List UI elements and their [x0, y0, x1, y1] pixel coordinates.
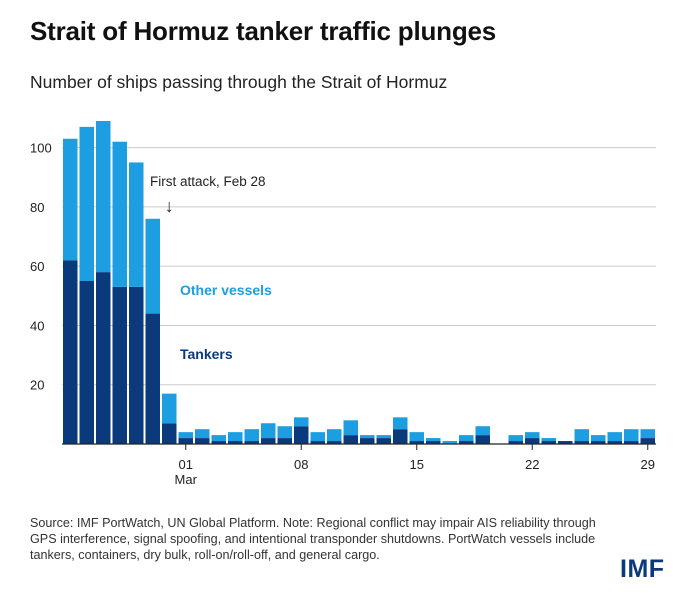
- bar-other-vessels: [426, 438, 441, 442]
- y-tick-label: 20: [30, 378, 44, 393]
- bar-tankers: [360, 438, 375, 444]
- chart-title: Strait of Hormuz tanker traffic plunges: [30, 16, 497, 46]
- y-tick-label: 40: [30, 318, 44, 333]
- bar-other-vessels: [195, 429, 210, 439]
- bar-tankers: [624, 441, 639, 444]
- x-tick-label: 29: [641, 457, 655, 472]
- bar-tankers: [541, 441, 556, 444]
- bar-other-vessels: [409, 432, 424, 442]
- bar-other-vessels: [541, 438, 556, 442]
- bar-tankers: [145, 313, 160, 444]
- bar-tankers: [558, 441, 573, 444]
- bar-other-vessels: [376, 435, 391, 439]
- bar-other-vessels: [261, 423, 276, 439]
- bar-tankers: [244, 441, 259, 444]
- bar-tankers: [211, 441, 226, 444]
- bar-other-vessels: [129, 162, 144, 287]
- bar-other-vessels: [607, 432, 622, 442]
- bar-other-vessels: [343, 420, 358, 436]
- x-tick-sublabel: Mar: [175, 472, 198, 487]
- bar-tankers: [277, 438, 292, 444]
- annotation-arrow: ↓: [165, 196, 174, 216]
- bar-tankers: [574, 441, 589, 444]
- bar-other-vessels: [244, 429, 259, 442]
- x-tick-label: 22: [525, 457, 539, 472]
- bar-other-vessels: [459, 435, 474, 442]
- bar-other-vessels: [63, 138, 78, 261]
- bar-other-vessels: [277, 426, 292, 439]
- bar-other-vessels: [475, 426, 490, 436]
- chart-subtitle: Number of ships passing through the Stra…: [30, 72, 448, 92]
- bar-tankers: [607, 441, 622, 444]
- bar-other-vessels: [624, 429, 639, 442]
- bar-tankers: [393, 429, 408, 444]
- source-note: Source: IMF PortWatch, UN Global Platfor…: [30, 516, 596, 562]
- bar-other-vessels: [508, 435, 523, 442]
- bar-tankers: [525, 438, 540, 444]
- bar-other-vessels: [442, 441, 457, 444]
- bar-tankers: [195, 438, 210, 444]
- bar-other-vessels: [393, 417, 408, 430]
- bar-tankers: [343, 435, 358, 444]
- bar-other-vessels: [640, 429, 655, 439]
- x-tick-label: 08: [294, 457, 308, 472]
- bar-other-vessels: [211, 435, 226, 442]
- bar-tankers: [327, 441, 342, 444]
- bar-other-vessels: [228, 432, 243, 442]
- bar-tankers: [640, 438, 655, 444]
- bar-tankers: [426, 441, 441, 444]
- bar-tankers: [376, 438, 391, 444]
- y-tick-label: 100: [30, 141, 52, 156]
- bar-tankers: [96, 272, 111, 444]
- bar-tankers: [591, 441, 606, 444]
- x-tick-label: 01: [179, 457, 193, 472]
- bar-tankers: [112, 286, 127, 444]
- imf-logo: IMF: [620, 555, 665, 583]
- bar-other-vessels: [79, 126, 94, 282]
- bar-other-vessels: [145, 218, 160, 314]
- bar-other-vessels: [178, 432, 193, 439]
- bar-other-vessels: [162, 393, 177, 424]
- bar-other-vessels: [327, 429, 342, 442]
- bar-tankers: [475, 435, 490, 444]
- annotation-label: First attack, Feb 28: [150, 174, 266, 189]
- y-tick-label: 60: [30, 259, 44, 274]
- bar-tankers: [79, 281, 94, 444]
- bar-tankers: [178, 438, 193, 444]
- bar-tankers: [63, 260, 78, 444]
- bar-other-vessels: [360, 435, 375, 439]
- bar-tankers: [162, 423, 177, 444]
- x-tick-label: 15: [410, 457, 424, 472]
- bar-other-vessels: [574, 429, 589, 442]
- bar-other-vessels: [112, 141, 127, 287]
- bar-tankers: [409, 441, 424, 444]
- y-tick-label: 80: [30, 200, 44, 215]
- bar-tankers: [129, 286, 144, 444]
- bar-tankers: [228, 441, 243, 444]
- series-label-other-vessels: Other vessels: [180, 282, 272, 298]
- bar-other-vessels: [310, 432, 325, 442]
- bar-tankers: [294, 426, 309, 444]
- bar-other-vessels: [525, 432, 540, 439]
- bar-other-vessels: [96, 120, 111, 273]
- bar-tankers: [261, 438, 276, 444]
- bar-other-vessels: [591, 435, 606, 442]
- bar-other-vessels: [294, 417, 309, 427]
- bar-tankers: [310, 441, 325, 444]
- bar-tankers: [459, 441, 474, 444]
- series-label-tankers: Tankers: [180, 346, 233, 362]
- bar-tankers: [508, 441, 523, 444]
